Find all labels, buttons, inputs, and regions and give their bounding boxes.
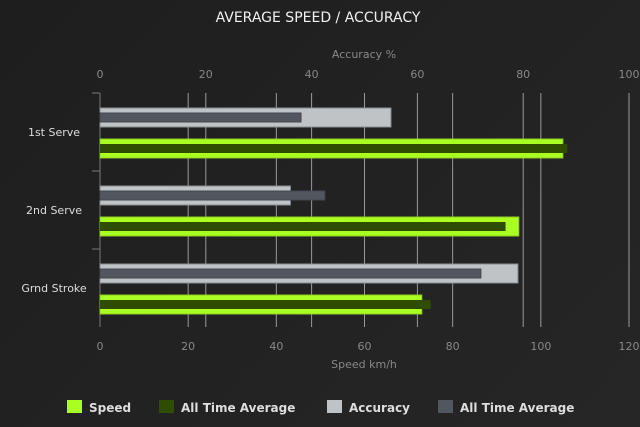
bottom-tick-label: 60 (358, 340, 372, 353)
top-axis-label: Accuracy % (332, 48, 396, 61)
bar-accuracy-average (99, 190, 326, 201)
category-label: Grnd Stroke (21, 282, 87, 295)
legend-swatch (438, 400, 453, 413)
bottom-tick-label: 0 (97, 340, 104, 353)
bottom-tick-label: 20 (181, 340, 195, 353)
bar-speed-average (100, 300, 431, 309)
category-label: 2nd Serve (26, 204, 82, 217)
top-tick-label: 40 (305, 68, 319, 81)
bottom-tick-label: 100 (530, 340, 551, 353)
bottom-tick-label: 40 (269, 340, 283, 353)
category-label: 1st Serve (28, 126, 80, 139)
legend-label: Accuracy (349, 401, 410, 415)
bar-accuracy-average (99, 112, 302, 123)
bar-accuracy-average (99, 268, 482, 279)
legend-label: Speed (89, 401, 131, 415)
legend-swatch (159, 400, 174, 413)
legend-label: All Time Average (181, 401, 295, 415)
top-tick-label: 100 (619, 68, 640, 81)
top-tick-label: 60 (410, 68, 424, 81)
bar-speed-average (100, 144, 568, 153)
top-tick-label: 20 (199, 68, 213, 81)
bottom-tick-label: 120 (619, 340, 640, 353)
bar-speed-average (100, 222, 506, 231)
bottom-tick-label: 80 (446, 340, 460, 353)
chart-title: AVERAGE SPEED / ACCURACY (216, 10, 421, 26)
top-tick-label: 0 (97, 68, 104, 81)
top-tick-label: 80 (516, 68, 530, 81)
legend-swatch (67, 400, 82, 413)
legend-swatch (327, 400, 342, 413)
bottom-axis-label: Speed km/h (331, 358, 397, 371)
legend-label: All Time Average (460, 401, 574, 415)
